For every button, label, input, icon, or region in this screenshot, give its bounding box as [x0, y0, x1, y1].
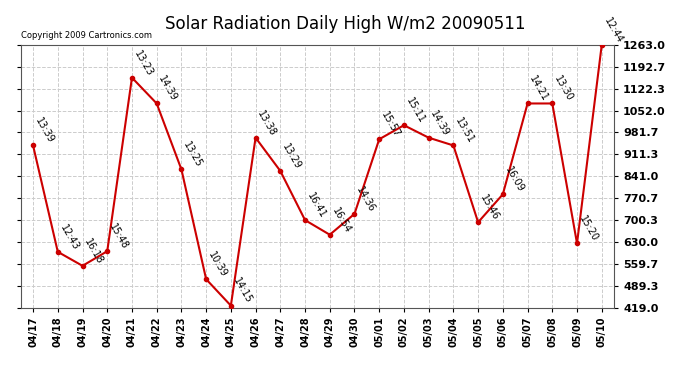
Text: 14:21: 14:21 — [528, 74, 550, 104]
Text: 14:39: 14:39 — [428, 109, 451, 138]
Text: 15:57: 15:57 — [380, 110, 402, 139]
Text: 15:11: 15:11 — [404, 96, 426, 125]
Text: 13:38: 13:38 — [255, 109, 278, 138]
Text: 15:46: 15:46 — [478, 193, 501, 222]
Text: 14:15: 14:15 — [231, 276, 253, 306]
Text: 15:48: 15:48 — [107, 222, 130, 251]
Text: 14:39: 14:39 — [157, 75, 179, 104]
Text: 12:44: 12:44 — [602, 16, 624, 45]
Text: Copyright 2009 Cartronics.com: Copyright 2009 Cartronics.com — [21, 31, 152, 40]
Text: 12:43: 12:43 — [58, 223, 81, 252]
Text: 13:25: 13:25 — [181, 140, 204, 170]
Text: 13:39: 13:39 — [33, 116, 56, 146]
Text: 10:39: 10:39 — [206, 250, 228, 279]
Text: Solar Radiation Daily High W/m2 20090511: Solar Radiation Daily High W/m2 20090511 — [165, 15, 525, 33]
Text: 13:30: 13:30 — [552, 75, 575, 104]
Text: 16:54: 16:54 — [330, 206, 353, 235]
Text: 16:09: 16:09 — [503, 165, 525, 194]
Text: 16:41: 16:41 — [305, 191, 328, 220]
Text: 13:51: 13:51 — [453, 116, 476, 146]
Text: 14:36: 14:36 — [355, 185, 377, 214]
Text: 16:18: 16:18 — [83, 237, 105, 266]
Text: 13:29: 13:29 — [280, 142, 303, 171]
Text: 15:20: 15:20 — [577, 214, 600, 243]
Text: 13:23: 13:23 — [132, 48, 155, 78]
